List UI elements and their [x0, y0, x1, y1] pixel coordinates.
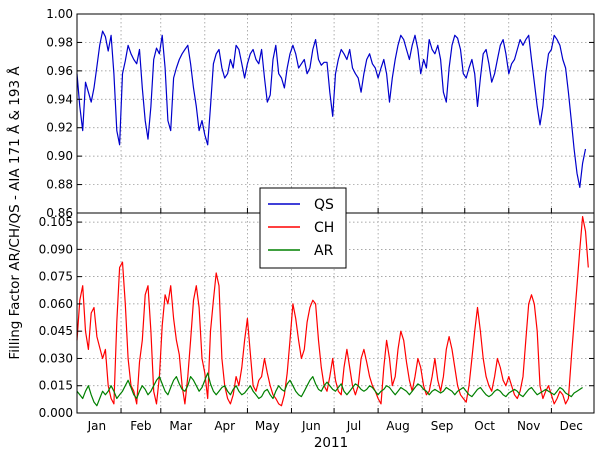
top-panel-frame [76, 13, 595, 214]
top-panel-grid [77, 14, 594, 213]
x-tick-label-jun: Jun [301, 419, 321, 433]
top-panel-y-ticks: 0.86 0.88 0.90 0.92 0.94 0.96 0.98 1.00 [46, 7, 594, 220]
bottom-panel-ytick-label: 0.105 [39, 215, 73, 229]
legend-label-ar: AR [314, 243, 334, 259]
y-axis-title: Filling Factor AR/CH/QS - AIA 171 Å & 19… [6, 66, 23, 360]
top-panel-ytick-label: 1.00 [46, 7, 73, 21]
x-tick-label-jul: Jul [346, 419, 361, 433]
top-panel-ytick-label: 0.88 [46, 178, 73, 192]
bottom-panel-series [76, 216, 589, 407]
legend-label-ch: CH [314, 220, 334, 236]
x-tick-label-may: May [255, 419, 280, 433]
bottom-panel-ytick-label: 0.060 [39, 297, 73, 311]
bottom-panel-ytick-label: 0.045 [39, 324, 73, 338]
x-axis-ticks: Jan Feb Mar Apr May Jun Jul Aug Sep Oct Nov Dec [87, 208, 583, 433]
x-tick-label-mar: Mar [169, 419, 192, 433]
x-tick-label-feb: Feb [130, 419, 151, 433]
x-tick-label-nov: Nov [517, 419, 540, 433]
x-axis-title: 2011 [314, 435, 348, 451]
top-panel-ytick-label: 0.98 [46, 35, 73, 49]
series-line-ar [76, 372, 583, 407]
bottom-panel-ytick-label: 0.015 [39, 379, 73, 393]
x-tick-label-sep: Sep [431, 419, 454, 433]
series-line-ch [76, 216, 589, 407]
x-tick-label-dec: Dec [560, 419, 583, 433]
legend-box [259, 187, 347, 269]
bottom-panel-ytick-label: 0.000 [39, 406, 73, 420]
top-panel-ytick-label: 0.94 [46, 92, 73, 106]
bottom-panel-y-ticks: 0.000 0.015 0.030 0.045 0.060 0.075 0.090 0.105 [39, 215, 594, 420]
top-panel-ytick-label: 0.90 [46, 149, 73, 163]
legend: QS CH AR [259, 187, 347, 269]
top-panel-series [76, 30, 587, 188]
bottom-panel-ytick-label: 0.030 [39, 351, 73, 365]
bottom-panel-grid [77, 213, 594, 413]
bottom-panel-ytick-label: 0.075 [39, 270, 73, 284]
legend-label-qs: QS [314, 197, 334, 213]
x-tick-label-aug: Aug [386, 419, 409, 433]
top-panel-ytick-label: 0.92 [46, 121, 73, 135]
top-panel-ytick-label: 0.86 [46, 206, 73, 220]
top-panel-ytick-label: 0.96 [46, 64, 73, 78]
x-tick-label-jan: Jan [87, 419, 107, 433]
x-tick-label-oct: Oct [474, 419, 495, 433]
x-tick-label-apr: Apr [214, 419, 235, 433]
series-line-qs [76, 30, 587, 188]
bottom-panel-ytick-label: 0.090 [39, 242, 73, 256]
